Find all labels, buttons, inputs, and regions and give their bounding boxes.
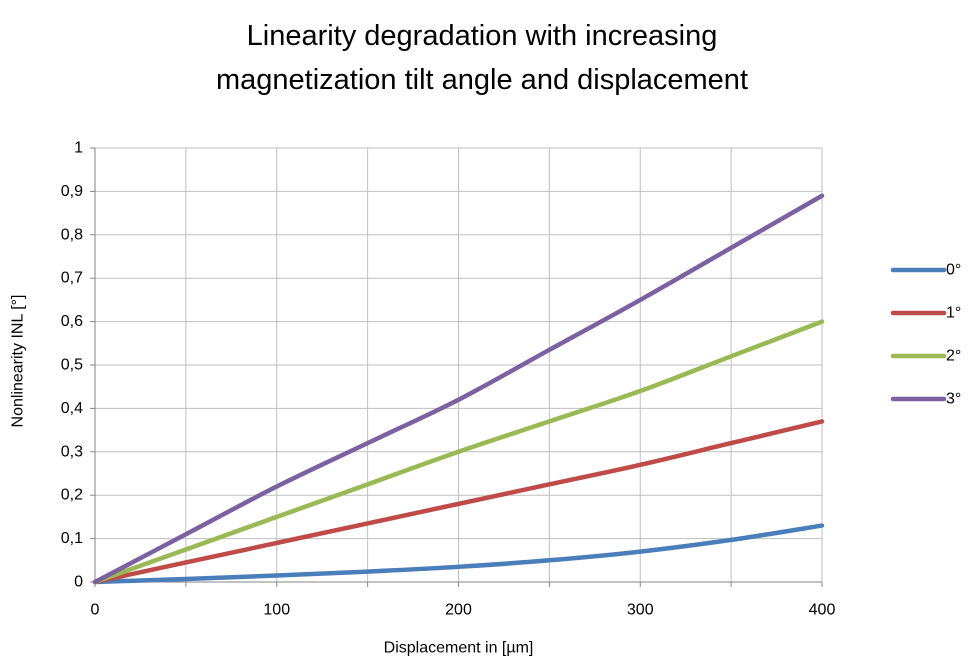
x-tick-label: 0 [91,602,100,619]
y-tick-label: 0,2 [61,487,83,504]
y-axis-title: Nonlinearity INL [°] [10,295,27,428]
y-tick-label: 0 [74,574,83,591]
series-line [92,193,825,585]
series-line [92,319,825,585]
legend-label: 0° [946,262,961,279]
y-tick-label: 0,9 [61,183,83,200]
series-line [92,419,825,585]
y-axis-ticks: 0 0,1 0,2 0,3 0,4 0,5 0,6 0,7 0,8 0,9 1 [61,140,95,591]
x-axis-ticks: 0 100 200 300 400 [91,582,836,619]
grid-lines [95,147,823,582]
y-tick-label: 1 [74,140,83,157]
series-lines [92,193,825,585]
chart-title-line: magnetization tilt angle and displacemen… [216,64,748,96]
legend-label: 1° [946,305,961,322]
y-tick-label: 0,8 [61,226,83,243]
y-tick-label: 0,6 [61,313,83,330]
x-tick-label: 400 [809,602,836,619]
y-tick-label: 0,7 [61,270,83,287]
x-tick-label: 200 [445,602,472,619]
legend-label: 2° [946,348,961,365]
y-tick-label: 0,1 [61,530,83,547]
chart-title: Linearity degradation with increasing mag… [216,20,748,96]
x-tick-label: 100 [263,602,290,619]
series-line [92,523,825,585]
chart-title-line: Linearity degradation with increasing [247,20,718,52]
y-tick-label: 0,4 [61,400,83,417]
x-tick-label: 300 [627,602,654,619]
legend: 0° 1° 2° 3° [890,262,961,408]
y-tick-label: 0,3 [61,443,83,460]
legend-label: 3° [946,391,961,408]
x-axis-title: Displacement in [µm] [384,640,534,657]
y-tick-label: 0,5 [61,357,83,374]
